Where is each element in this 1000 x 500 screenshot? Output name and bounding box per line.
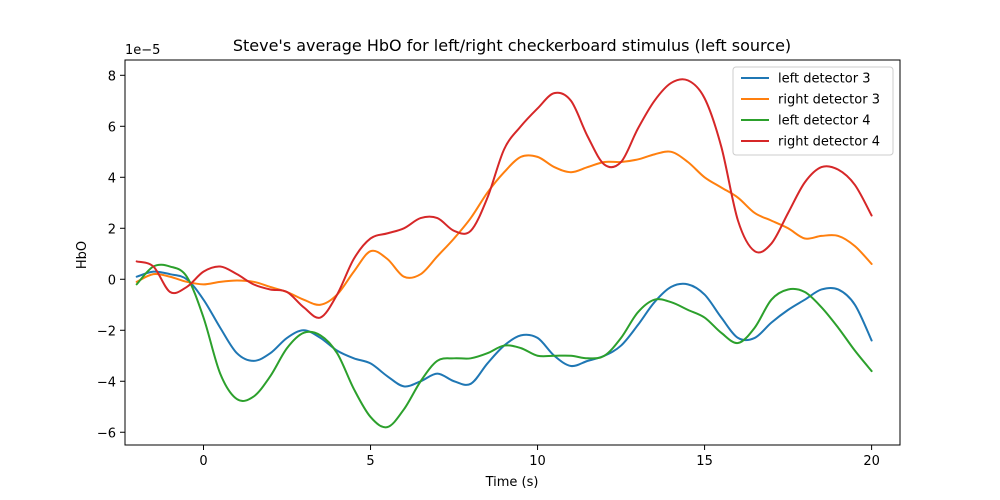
x-axis-label: Time (s) [485,475,539,490]
x-tick-label: 20 [863,454,880,469]
y-offset-label: 1e−5 [125,43,160,58]
series-line-right-detector-3 [135,150,873,306]
legend: left detector 3 right detector 3 left dete… [732,66,894,156]
y-tick-label: 0 [108,273,116,288]
legend-label: right detector 3 [778,93,880,108]
x-tick-label: 10 [529,454,546,469]
chart-title: Steve's average HbO for left/right check… [233,36,791,55]
series-line-right-detector-4 [135,78,873,319]
legend-label: right detector 4 [778,135,880,150]
plot-frame [124,59,901,446]
plot-area [124,59,901,446]
x-tick-label: 15 [696,454,713,469]
series-line-left-detector-4 [135,263,873,429]
x-tick-label: 5 [366,454,374,469]
x-tick-label: 0 [199,454,207,469]
y-tick-label: 4 [108,171,116,186]
y-tick-label: 2 [108,222,116,237]
x-axis: 0 5 10 15 20 [199,445,880,469]
legend-label: left detector 3 [778,72,870,87]
y-tick-label: 8 [108,69,116,84]
y-tick-label: −2 [97,324,116,339]
legend-label: left detector 4 [778,114,870,129]
y-tick-label: −4 [97,375,116,390]
y-tick-label: 6 [108,120,116,135]
y-tick-label: −6 [97,426,116,441]
y-axis: −6 −4 −2 0 2 4 6 8 [97,69,125,441]
y-axis-label: HbO [75,241,90,269]
legend-box [732,66,894,156]
